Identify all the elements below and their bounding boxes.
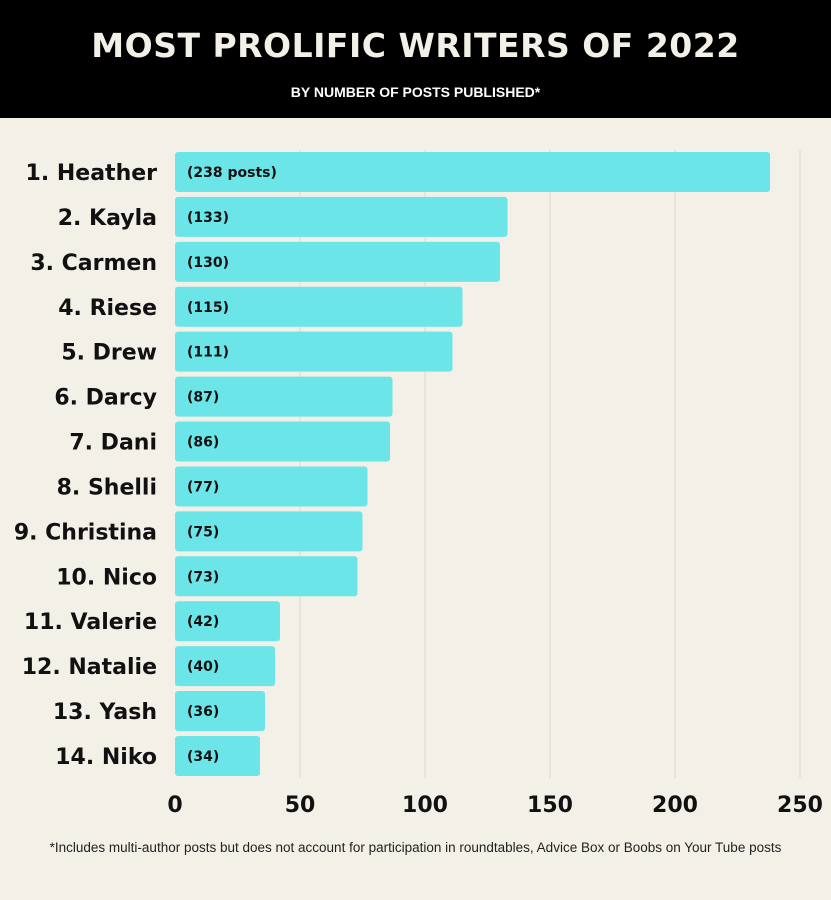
category-label: 7. Dani [69,431,157,456]
bar [175,601,280,642]
bar-value-label: (40) [187,659,219,675]
bar-value-label: (238 posts) [187,165,277,181]
category-label: 2. Kayla [58,206,157,231]
category-labels: 1. Heather 2. Kayla 3. Carmen 4. Riese 5. Dr… [14,161,157,770]
category-label: 12. Natalie [22,655,157,680]
bar [175,691,265,732]
category-label: 10. Nico [56,565,157,590]
bar-value-label: (111) [187,345,229,361]
bar [175,646,275,687]
bar [175,466,368,507]
chart-subtitle: BY NUMBER OF POSTS PUBLISHED* [290,84,541,100]
bar [175,421,390,462]
category-label: 4. Riese [58,296,157,321]
bar-chart: (238 posts) (133) (130) (115) (111) (87) (86) (… [14,150,823,818]
category-label: 8. Shelli [57,475,157,500]
x-tick-label: 150 [527,793,573,818]
bar [175,556,358,597]
bar-value-label: (77) [187,479,219,495]
bar-value-label: (73) [187,569,219,585]
category-label: 1. Heather [26,161,158,186]
footnote: *Includes multi-author posts but does no… [49,840,782,855]
chart-title: MOST PROLIFIC WRITERS OF 2022 [91,26,740,65]
category-label: 3. Carmen [30,251,157,276]
category-label: 9. Christina [14,520,157,545]
bar-value-label: (86) [187,435,219,451]
category-label: 5. Drew [61,341,157,366]
bar [175,376,393,417]
bar [175,196,508,237]
category-label: 6. Darcy [54,386,157,411]
x-tick-label: 250 [777,793,823,818]
bar-value-label: (36) [187,704,219,720]
category-label: 13. Yash [53,700,157,725]
bar [175,735,260,776]
bar-value-label: (42) [187,614,219,630]
bar [175,241,500,282]
bar-value-label: (87) [187,390,219,406]
bars: (238 posts) (133) (130) (115) (111) (87) (86) (… [175,152,770,776]
x-tick-label: 0 [167,793,182,818]
bar-value-label: (130) [187,255,229,271]
bar [175,331,453,372]
x-tick-label: 200 [652,793,698,818]
header-banner: MOST PROLIFIC WRITERS OF 2022 BY NUMBER … [0,0,831,118]
category-label: 14. Niko [55,745,157,770]
x-axis-ticks: 0 50 100 150 200 250 [167,793,823,818]
bar [175,511,363,552]
x-tick-label: 50 [285,793,316,818]
x-tick-label: 100 [402,793,448,818]
bar [175,286,463,327]
category-label: 11. Valerie [24,610,157,635]
bar [175,152,770,192]
bar-value-label: (75) [187,524,219,540]
bar-value-label: (133) [187,210,229,226]
bar-value-label: (115) [187,300,229,316]
bar-value-label: (34) [187,749,219,765]
